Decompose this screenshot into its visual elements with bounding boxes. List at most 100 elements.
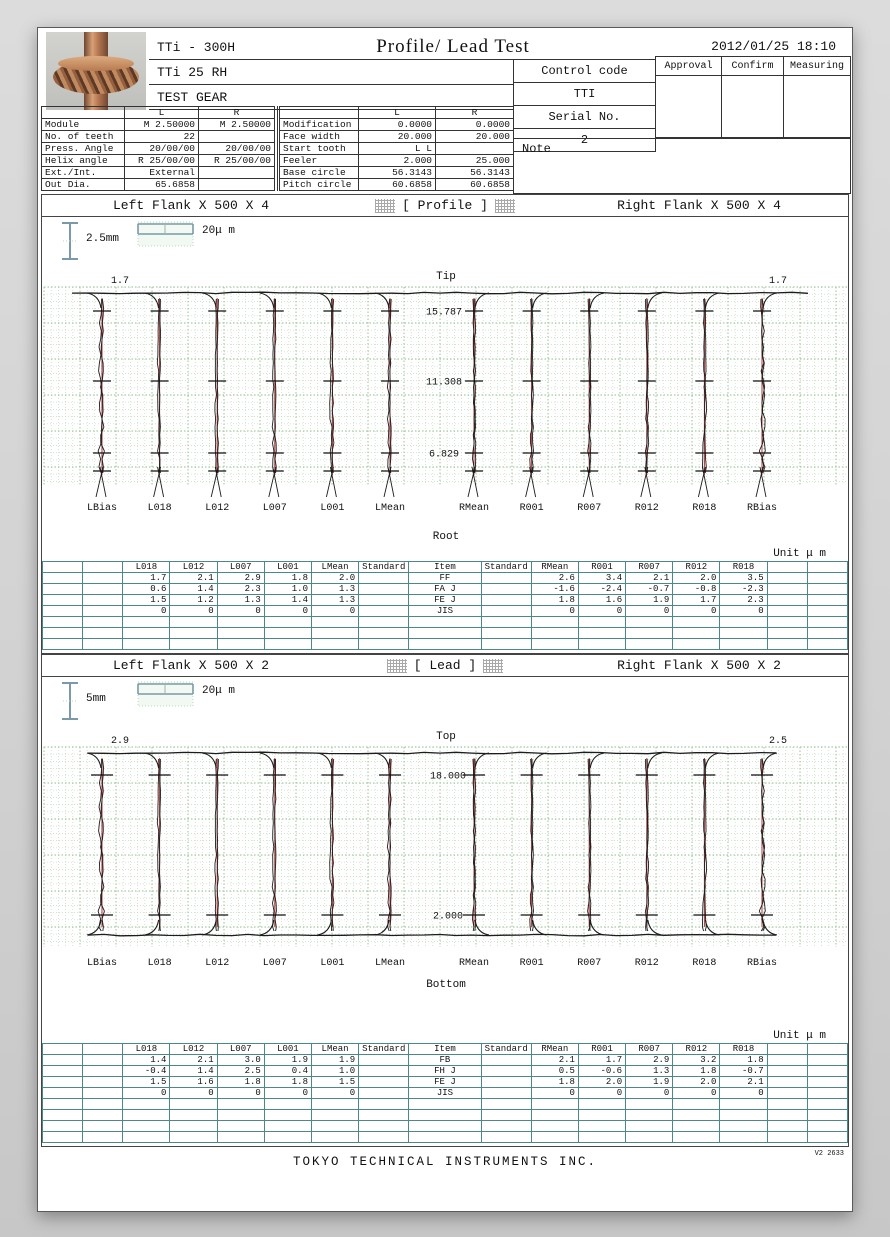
- page-title: Profile/ Lead Test: [376, 36, 530, 57]
- workpiece-name: TTi 25 RH: [149, 60, 513, 85]
- table-row: [41, 627, 849, 639]
- report-footer: TOKYO TECHNICAL INSTRUMENTS INC. V2 2633: [38, 1147, 852, 1177]
- svg-text:L012: L012: [205, 503, 229, 514]
- table-row: [41, 1120, 849, 1132]
- svg-text:18.000: 18.000: [430, 772, 466, 783]
- profile-chart: LBias L018 L012 L007 L001 LMean RMean R001 R007 R…: [43, 271, 848, 543]
- svg-text:R007: R007: [577, 958, 601, 969]
- svg-text:1.7: 1.7: [769, 276, 787, 287]
- gear-top-face: [58, 56, 134, 71]
- svg-text:LBias: LBias: [87, 502, 117, 514]
- table-row: 1.5 1.2 1.3 1.4 1.3 FE J 1.8 1.6 1.9 1.7 2.3: [41, 594, 849, 606]
- vertical-scale-icon: [62, 682, 78, 720]
- svg-text:15.787: 15.787: [426, 308, 462, 319]
- svg-text:Top: Top: [436, 731, 456, 743]
- svg-text:R007: R007: [577, 503, 601, 514]
- svg-text:R012: R012: [635, 503, 659, 514]
- param-row: Press. Angle 20/00/00 20/00/00: [41, 142, 275, 155]
- report-sheet: TTi - 300H TTi 25 RH TEST GEAR Profile/ …: [37, 27, 853, 1212]
- lead-scale-legend: 5mm 20μ m: [42, 679, 848, 723]
- param-row: Start tooth L L: [278, 142, 514, 155]
- approval-header: Approval: [655, 56, 721, 76]
- serial-label: Serial No.: [513, 106, 656, 129]
- svg-text:L007: L007: [263, 503, 287, 514]
- lead-band: Left Flank X 500 X 2 [ Lead ] Right Flan…: [41, 654, 849, 676]
- horizontal-scale-label: 20μ m: [202, 685, 236, 697]
- param-row: Face width 20.000 20.000: [278, 130, 514, 143]
- svg-text:11.308: 11.308: [426, 378, 462, 389]
- measuring-stamp-cell: [783, 76, 851, 138]
- svg-text:LBias: LBias: [87, 957, 117, 969]
- param-row: Ext./Int. External: [41, 166, 275, 179]
- horizontal-scale-label: 20μ m: [202, 225, 236, 237]
- svg-text:L018: L018: [148, 503, 172, 514]
- lead-title: [ Lead ]: [413, 658, 477, 673]
- report-header: TTi - 300H TTi 25 RH TEST GEAR Profile/ …: [38, 28, 852, 194]
- profile-scale-legend: 2.5mm 20μ m: [42, 219, 848, 263]
- table-row: 0 0 0 0 0 JIS 0 0 0 0 0: [41, 605, 849, 617]
- table-row: [41, 1098, 849, 1110]
- table-row: 1.7 2.1 2.9 1.8 2.0 FF 2.6 3.4 2.1 2.0 3.5: [41, 572, 849, 584]
- lead-right-flank-header: Right Flank X 500 X 2: [617, 658, 781, 673]
- gear-photo: [46, 32, 146, 110]
- lead-spacer: [42, 993, 848, 1029]
- svg-text:RMean: RMean: [459, 503, 489, 514]
- vertical-scale-label: 5mm: [86, 693, 106, 705]
- svg-text:L012: L012: [205, 958, 229, 969]
- lead-chart: LBias L018 L012 L007 L001 LMean RMean R001 R007 R…: [43, 731, 848, 991]
- profile-section: 2.5mm 20μ m LBias L018 L012 L007 L001 LMean RM…: [41, 216, 849, 654]
- lead-table: L018 L012 L007 L001 LMean Standard Item Standar…: [41, 1043, 849, 1143]
- svg-text:2.000: 2.000: [433, 912, 463, 923]
- param-row: Base circle 56.3143 56.3143: [278, 166, 514, 179]
- svg-text:1.7: 1.7: [111, 276, 129, 287]
- svg-text:R012: R012: [635, 958, 659, 969]
- svg-text:Root: Root: [433, 531, 459, 543]
- param-row: Module M 2.50000 M 2.50000: [41, 118, 275, 131]
- param-row: Pitch circle 60.6858 60.6858: [278, 178, 514, 191]
- measuring-header: Measuring: [783, 56, 851, 76]
- svg-text:2.9: 2.9: [111, 736, 129, 747]
- profile-unit-label: Unit μ m: [773, 548, 826, 560]
- param-table-left: L R Module M 2.50000 M 2.50000 No. of teeth 22…: [41, 106, 275, 191]
- machine-name: TTi - 300H: [149, 35, 513, 60]
- svg-text:L007: L007: [263, 958, 287, 969]
- svg-text:L018: L018: [148, 958, 172, 969]
- svg-text:L001: L001: [320, 503, 344, 514]
- param-table-right: L R Modification 0.0000 0.0000 Face width 20.0…: [275, 106, 514, 191]
- table-row: 0 0 0 0 0 JIS 0 0 0 0 0: [41, 1087, 849, 1099]
- profile-title: [ Profile ]: [402, 198, 488, 213]
- version-code: V2 2633: [814, 1150, 844, 1158]
- profile-table: L018 L012 L007 L001 LMean Standard Item Standar…: [41, 561, 849, 650]
- confirm-stamp-cell: [721, 76, 783, 138]
- horizontal-scale-icon: [137, 221, 194, 247]
- svg-text:R018: R018: [692, 958, 716, 969]
- note-box: Note: [513, 138, 851, 194]
- svg-text:Tip: Tip: [436, 271, 456, 283]
- control-code-box: Control code TTI Serial No. 2: [513, 59, 656, 152]
- control-code-value: TTI: [513, 83, 656, 106]
- svg-text:R001: R001: [520, 958, 544, 969]
- svg-text:L001: L001: [320, 958, 344, 969]
- report-datetime: 2012/01/25 18:10: [711, 39, 836, 54]
- footer-company: TOKYO TECHNICAL INSTRUMENTS INC.: [292, 1155, 598, 1169]
- svg-text:2.5: 2.5: [769, 736, 787, 747]
- profile-right-flank-header: Right Flank X 500 X 4: [617, 198, 781, 213]
- vertical-scale-icon: [62, 222, 78, 260]
- param-row: Modification 0.0000 0.0000: [278, 118, 514, 131]
- table-row: [41, 1109, 849, 1121]
- param-row: Feeler 2.000 25.000: [278, 154, 514, 167]
- halftone-block-icon: [483, 658, 504, 673]
- gear-parameter-tables: L R Module M 2.50000 M 2.50000 No. of teeth 22…: [41, 106, 514, 191]
- table-row: 1.5 1.6 1.8 1.8 1.5 FE J 1.8 2.0 1.9 2.0 2.1: [41, 1076, 849, 1088]
- svg-text:RBias: RBias: [747, 502, 777, 514]
- svg-text:LMean: LMean: [375, 503, 405, 514]
- halftone-block-icon: [386, 658, 407, 673]
- lead-section: 5mm 20μ m LBias L018 L012 L007 L001 LMean RMea…: [41, 676, 849, 1147]
- halftone-block-icon: [375, 198, 396, 213]
- svg-text:R018: R018: [692, 503, 716, 514]
- table-row: -0.4 1.4 2.5 0.4 1.0 FH J 0.5 -0.6 1.3 1.8 -0.7: [41, 1065, 849, 1077]
- confirm-header: Confirm: [721, 56, 783, 76]
- horizontal-scale-icon: [137, 681, 194, 707]
